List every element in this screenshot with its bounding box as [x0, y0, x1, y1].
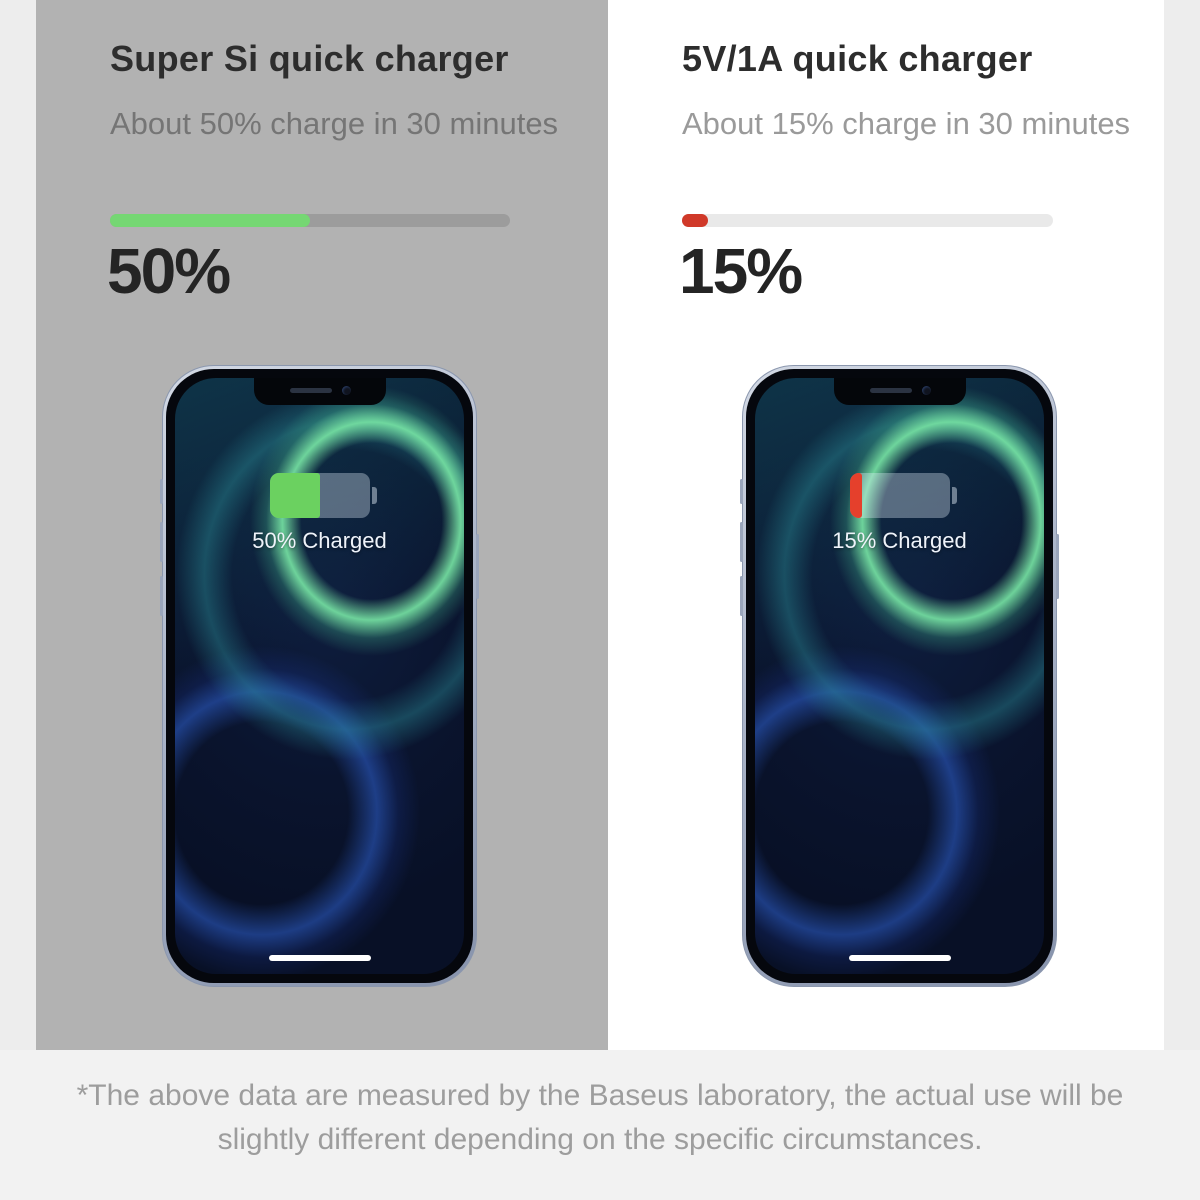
- footnote: *The above data are measured by the Base…: [76, 1079, 1124, 1156]
- charged-label: 50% Charged: [252, 528, 387, 553]
- phone-mockup: 15% Charged: [740, 365, 1059, 987]
- footnote-strip: *The above data are measured by the Base…: [0, 1050, 1200, 1200]
- charged-label: 15% Charged: [832, 528, 967, 553]
- battery-icon: [849, 473, 957, 518]
- phone-screen: 50% Charged: [175, 378, 464, 974]
- mute-switch: [160, 479, 163, 504]
- power-button: [476, 534, 479, 599]
- phone-bezel: 15% Charged: [746, 369, 1053, 983]
- right-margin-strip: [1164, 0, 1200, 1050]
- panel-subtitle: About 50% charge in 30 minutes: [110, 106, 559, 141]
- home-indicator: [268, 955, 371, 961]
- mute-switch: [740, 479, 743, 504]
- panel-title: Super Si quick charger: [110, 38, 509, 79]
- battery-tip: [371, 487, 377, 504]
- home-indicator: [848, 955, 951, 961]
- charge-progress-bar: [682, 214, 1053, 227]
- power-button: [1056, 534, 1059, 599]
- notch: [253, 378, 386, 405]
- panel-super-si: Super Si quick charger About 50% charge …: [36, 0, 608, 1050]
- phone-mockup: 50% Charged: [160, 365, 479, 987]
- charge-progress-fill: [682, 214, 708, 227]
- battery-fill: [849, 473, 862, 518]
- battery-tip: [951, 487, 957, 504]
- battery-fill: [269, 473, 320, 518]
- camera-icon: [921, 386, 931, 395]
- charge-progress-fill: [110, 214, 310, 227]
- left-margin-strip: [0, 0, 36, 1050]
- speaker-icon: [869, 388, 912, 393]
- panel-subtitle: About 15% charge in 30 minutes: [682, 106, 1131, 141]
- speaker-icon: [289, 388, 332, 393]
- panel-5v1a: 5V/1A quick charger About 15% charge in …: [608, 0, 1164, 1050]
- panel-title: 5V/1A quick charger: [682, 38, 1033, 79]
- percent-label: 50%: [107, 235, 231, 307]
- notch: [833, 378, 966, 405]
- phone-screen: 15% Charged: [755, 378, 1044, 974]
- camera-icon: [341, 386, 351, 395]
- percent-label: 15%: [679, 235, 803, 307]
- volume-down-button: [740, 576, 743, 616]
- phone-bezel: 50% Charged: [166, 369, 473, 983]
- volume-up-button: [740, 522, 743, 562]
- battery-icon: [269, 473, 377, 518]
- volume-up-button: [160, 522, 163, 562]
- volume-down-button: [160, 576, 163, 616]
- charge-progress-bar: [110, 214, 510, 227]
